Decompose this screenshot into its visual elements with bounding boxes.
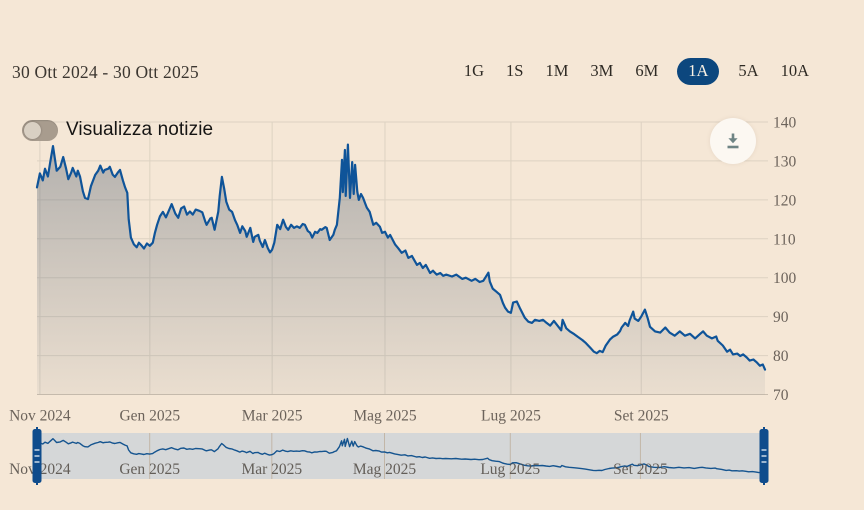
download-button[interactable] — [710, 118, 756, 164]
range-button-1m[interactable]: 1M — [542, 59, 571, 84]
navigator-x-label: Mar 2025 — [241, 461, 302, 478]
x-axis-label: Gen 2025 — [119, 408, 180, 425]
navigator-track[interactable] — [35, 433, 766, 479]
y-axis-label: 100 — [773, 270, 797, 287]
y-axis-label: 120 — [773, 192, 797, 209]
y-axis-label: 110 — [773, 231, 796, 248]
range-button-10a[interactable]: 10A — [778, 59, 812, 84]
news-toggle-row: Visualizza notizie — [22, 119, 213, 141]
y-axis-label: 140 — [773, 115, 797, 132]
range-button-3m[interactable]: 3M — [587, 59, 616, 84]
navigator-x-label: Gen 2025 — [119, 461, 180, 478]
chart-plot-area[interactable] — [37, 122, 765, 395]
y-axis-label: 90 — [773, 309, 789, 326]
x-axis-label: Mag 2025 — [353, 408, 417, 425]
x-axis-label: Set 2025 — [614, 408, 669, 425]
news-toggle-label: Visualizza notizie — [66, 119, 214, 140]
range-button-1a[interactable]: 1A — [677, 58, 720, 85]
y-axis-label: 70 — [773, 387, 789, 404]
news-toggle-switch[interactable] — [22, 119, 58, 141]
x-axis-label: Mar 2025 — [242, 408, 303, 425]
navigator-series-line — [36, 437, 765, 474]
navigator-x-label: Lug 2025 — [480, 461, 540, 478]
toggle-knob-icon — [24, 121, 41, 139]
download-icon — [727, 133, 739, 149]
y-axis-label: 130 — [773, 153, 797, 170]
x-axis-label: Lug 2025 — [481, 408, 541, 425]
y-axis-label: 80 — [773, 348, 789, 365]
navigator-x-label: Set 2025 — [613, 461, 668, 478]
range-selector: 1G 1S 1M 3M 6M 1A 5A 10A — [461, 58, 812, 85]
navigator-handle-right[interactable] — [759, 427, 769, 485]
price-series-line — [35, 143, 767, 371]
range-button-6m[interactable]: 6M — [632, 59, 661, 84]
date-range-label: 30 Ott 2024 - 30 Ott 2025 — [12, 62, 199, 82]
navigator-handle-left[interactable] — [32, 427, 42, 485]
range-button-1s[interactable]: 1S — [503, 59, 526, 84]
range-button-1g[interactable]: 1G — [461, 59, 487, 84]
navigator[interactable]: Nov 2024 Gen 2025 Mar 2025 Mag 2025 Lug 2025… — [9, 427, 769, 485]
range-button-5a[interactable]: 5A — [735, 59, 761, 84]
navigator-x-label: Mag 2025 — [353, 461, 417, 478]
x-axis-label: Nov 2024 — [9, 408, 71, 425]
